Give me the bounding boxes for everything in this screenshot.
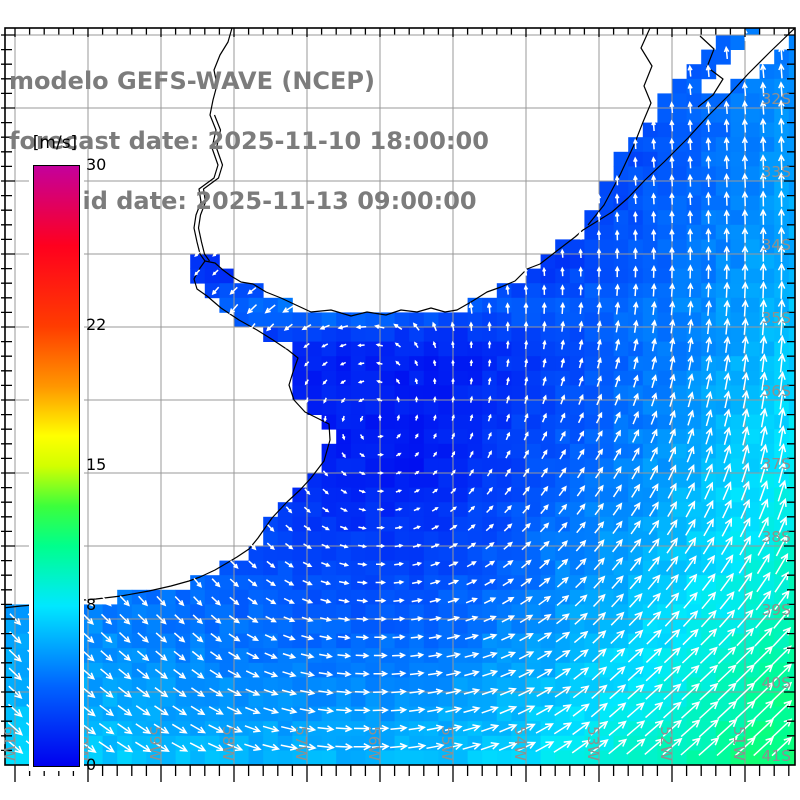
lon-label: 54W bbox=[511, 726, 529, 761]
lon-label: 61W bbox=[0, 726, 18, 761]
lon-label: 52W bbox=[657, 726, 675, 761]
lon-label: 57W bbox=[292, 726, 310, 761]
lat-label: 32S bbox=[761, 90, 791, 108]
colorbar-tick-label: 8 bbox=[86, 595, 97, 614]
lat-label: 40S bbox=[761, 674, 791, 692]
lat-label: 41S bbox=[761, 747, 791, 765]
lat-label: 38S bbox=[761, 528, 791, 546]
lat-label: 33S bbox=[761, 163, 791, 181]
colorbar-tick-label: 22 bbox=[86, 315, 107, 334]
axis-tick-marks bbox=[1, 28, 795, 782]
coastline bbox=[5, 28, 795, 609]
colorbar-unit-label: [m/s] bbox=[32, 133, 78, 153]
lat-label: 37S bbox=[761, 455, 791, 473]
lon-label: 59W bbox=[146, 726, 164, 761]
lon-label: 55W bbox=[438, 726, 456, 761]
colorbar-gradient bbox=[33, 165, 80, 767]
lat-label: 34S bbox=[761, 236, 791, 254]
lat-label: 35S bbox=[761, 309, 791, 327]
sea-speed-field bbox=[5, 28, 795, 765]
colorbar-tick-label: 15 bbox=[86, 455, 107, 474]
lat-label: 39S bbox=[761, 601, 791, 619]
colorbar-tick-label: 0 bbox=[86, 755, 97, 774]
map-frame bbox=[4, 27, 796, 766]
colorbar-tick-label: 30 bbox=[86, 155, 107, 174]
lon-label: 58W bbox=[219, 726, 237, 761]
lon-label: 53W bbox=[584, 726, 602, 761]
lon-label: 51W bbox=[730, 726, 748, 761]
lat-label: 36S bbox=[761, 382, 791, 400]
lon-label: 56W bbox=[365, 726, 383, 761]
